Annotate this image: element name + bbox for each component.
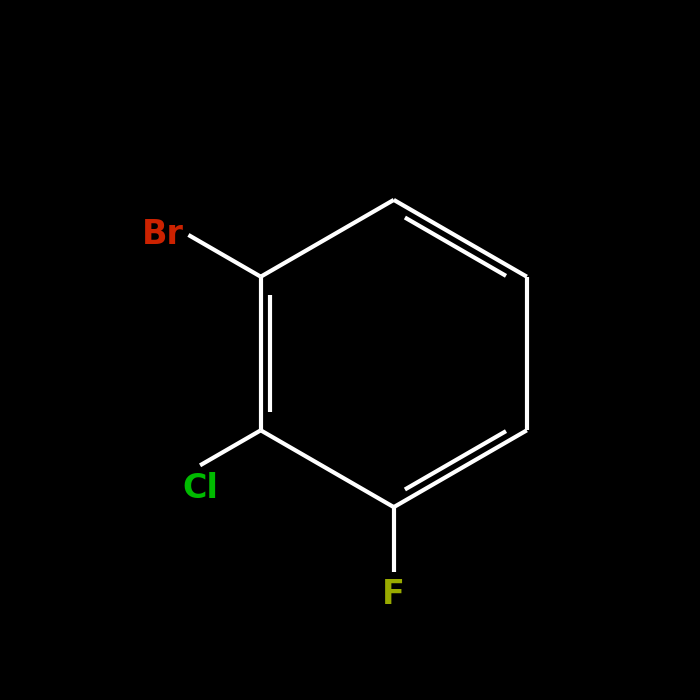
Text: Br: Br <box>142 218 184 251</box>
Text: Cl: Cl <box>182 472 218 505</box>
Text: F: F <box>382 578 405 611</box>
